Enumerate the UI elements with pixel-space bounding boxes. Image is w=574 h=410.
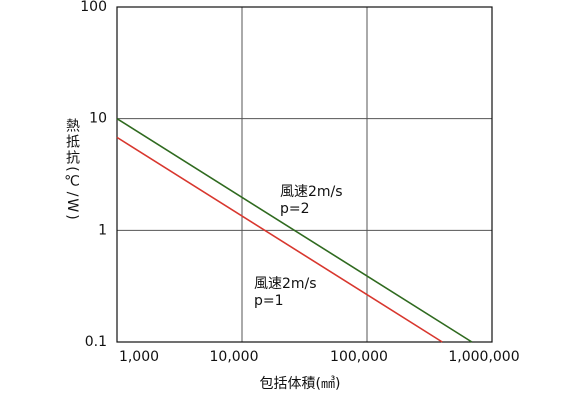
series-annotation: p=1 [254,293,284,309]
y-tick-label: 1 [98,222,107,238]
series-line [116,136,443,343]
plot-frame [116,6,493,343]
x-tick-label: 1,000 [119,349,159,365]
y-axis-label: 熱抵抗(℃/W) [64,118,80,221]
x-tick-label: 100,000 [330,349,388,365]
series-annotation: 風速2m/s [280,184,343,200]
y-tick-label: 100 [80,0,107,15]
series-annotation: 風速2m/s [254,276,317,292]
x-axis-label: 包括体積(㎣) [260,376,341,392]
series-annotation: p=2 [280,201,310,217]
x-tick-label: 10,000 [210,349,259,365]
y-tick-label: 10 [89,111,107,127]
x-tick-label: 1,000,000 [448,349,519,365]
y-tick-label: 0.1 [85,334,107,350]
series-line [116,117,473,343]
